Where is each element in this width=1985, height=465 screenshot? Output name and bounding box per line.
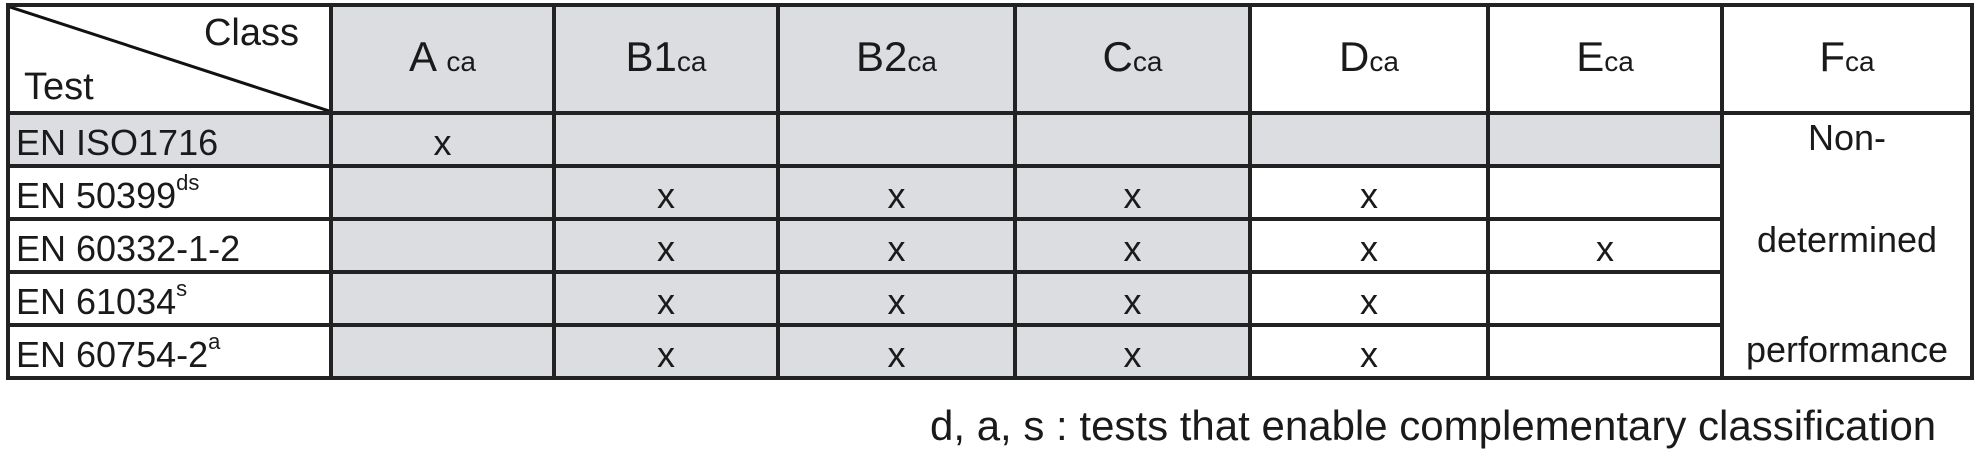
class-label: Class — [203, 12, 299, 54]
mark-cell — [1248, 111, 1490, 168]
mark-cell: x — [1013, 217, 1252, 274]
mark-cell — [552, 111, 780, 168]
mark-cell: x — [552, 217, 780, 274]
mark-cell — [1486, 323, 1724, 380]
f-class-text: determined — [1756, 219, 1938, 260]
mark-cell: x — [552, 270, 780, 327]
mark-cell: x — [552, 164, 780, 221]
footnote-marker: ds — [176, 170, 200, 195]
mark-cell: x — [1248, 323, 1490, 380]
table-row: EN 60332-1-2 x x x x x — [6, 217, 1972, 274]
f-class-text: performance — [1745, 329, 1949, 370]
table-row: EN 60754-2a x x x x — [6, 323, 1972, 380]
f-class-merged-cell: Non-determined performance — [1720, 111, 1974, 380]
mark-cell: x — [329, 111, 556, 168]
test-label: Test — [24, 66, 94, 108]
test-name: EN 61034s — [6, 270, 333, 327]
mark-cell — [329, 217, 556, 274]
mark-cell — [1486, 111, 1724, 168]
mark-cell: x — [1248, 270, 1490, 327]
table-row: EN ISO1716 x Non-determined performance — [6, 111, 1974, 380]
test-name: EN 60332-1-2 — [6, 217, 333, 274]
footnote-marker: a — [208, 329, 221, 354]
mark-cell: x — [1013, 270, 1252, 327]
classification-table: Class Test A ca B1ca B2ca Cca Dca Eca Fc… — [6, 3, 1974, 380]
mark-cell: x — [1013, 323, 1252, 380]
test-name: EN ISO1716 — [6, 111, 333, 168]
table-row: EN 61034s x x x x — [6, 270, 1972, 327]
class-header-f: Fca — [1720, 3, 1974, 115]
footnote: d, a, s : tests that enable complementar… — [930, 402, 1937, 449]
mark-cell — [329, 270, 556, 327]
mark-cell: x — [1248, 164, 1490, 221]
mark-cell — [329, 164, 556, 221]
mark-cell: x — [1486, 217, 1724, 274]
diagonal-line — [12, 9, 327, 109]
mark-cell — [1486, 164, 1724, 221]
mark-cell: x — [776, 323, 1017, 380]
mark-cell: x — [1013, 164, 1252, 221]
mark-cell: x — [776, 217, 1017, 274]
test-name: EN 60754-2a — [6, 323, 333, 380]
mark-cell — [1486, 270, 1724, 327]
class-header-b1: B1ca — [552, 3, 780, 115]
mark-cell: x — [552, 323, 780, 380]
f-class-text: Non- — [1807, 117, 1887, 158]
class-header-d: Dca — [1248, 3, 1490, 115]
mark-cell: x — [1248, 217, 1490, 274]
mark-cell: x — [776, 164, 1017, 221]
table-row: EN 50399ds x x x x — [6, 164, 1972, 221]
footnote-marker: s — [176, 276, 188, 301]
class-header-b2: B2ca — [776, 3, 1017, 115]
class-header-c: Cca — [1013, 3, 1252, 115]
mark-cell — [1013, 111, 1252, 168]
class-header-e: Eca — [1486, 3, 1724, 115]
test-name: EN 50399ds — [6, 164, 333, 221]
corner-cell: Class Test — [6, 3, 333, 115]
class-header-a: A ca — [329, 3, 556, 115]
mark-cell — [776, 111, 1017, 168]
mark-cell — [329, 323, 556, 380]
header-row: Class Test A ca B1ca B2ca Cca Dca Eca Fc… — [6, 3, 1974, 115]
mark-cell: x — [776, 270, 1017, 327]
